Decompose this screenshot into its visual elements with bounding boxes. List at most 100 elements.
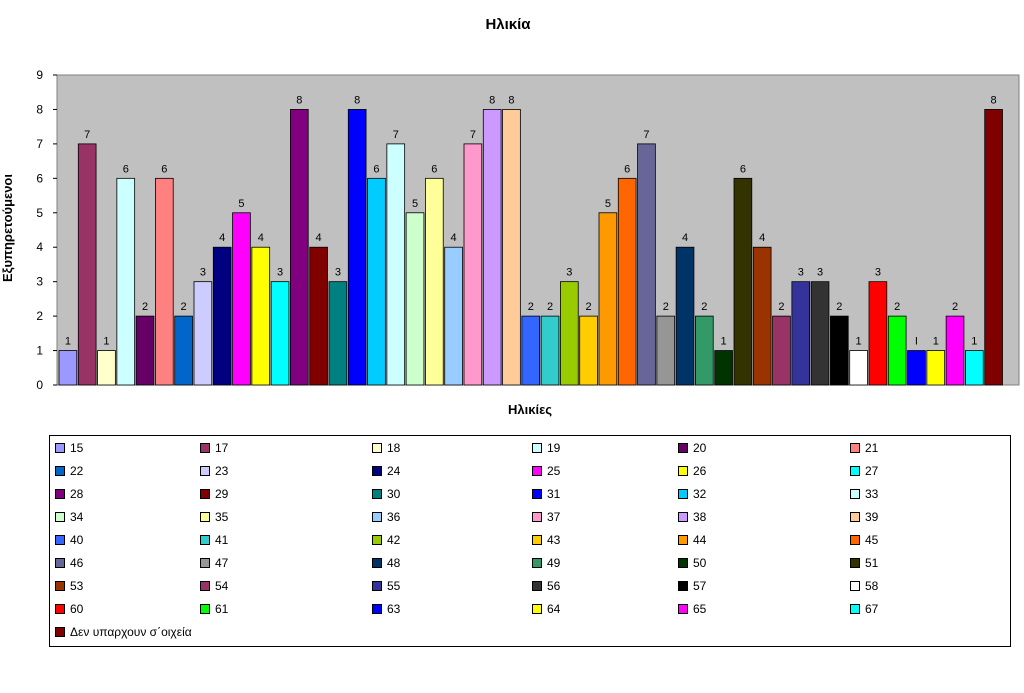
legend-item: 38 (678, 508, 706, 526)
legend-swatch (55, 466, 65, 476)
legend-item: 43 (532, 531, 560, 549)
legend-label: 24 (387, 464, 401, 478)
data-label: 1 (103, 336, 109, 348)
legend-item: 27 (850, 462, 878, 480)
legend-swatch (678, 443, 688, 453)
legend-swatch (532, 512, 542, 522)
legend-item: 29 (200, 485, 228, 503)
legend-item: 54 (200, 577, 228, 595)
data-label: 6 (624, 163, 630, 175)
legend-swatch (850, 443, 860, 453)
legend: 15 17 18 19 20 21 22 23 24 25 26 27 28 29 30 31 32 33 34 35… (49, 435, 1011, 647)
legend-label: 54 (215, 579, 229, 593)
bar (444, 246, 463, 386)
data-label: 4 (759, 232, 765, 244)
legend-swatch (200, 604, 210, 614)
legend-item: 15 (55, 439, 83, 457)
data-label: 2 (181, 301, 187, 313)
legend-item: 48 (372, 554, 400, 572)
bar (502, 109, 521, 386)
legend-swatch (200, 558, 210, 568)
data-label: 3 (817, 267, 823, 279)
legend-label: 32 (693, 487, 707, 501)
bar (232, 212, 251, 386)
legend-swatch (200, 489, 210, 499)
bar (135, 315, 155, 386)
data-label: 4 (682, 232, 688, 244)
bar (945, 315, 965, 386)
legend-label: 17 (215, 441, 229, 455)
data-label: 7 (470, 129, 476, 141)
bar (714, 350, 733, 386)
legend-item: 33 (850, 485, 878, 503)
bar (887, 315, 907, 386)
legend-label: 20 (693, 441, 707, 455)
bar (367, 177, 386, 386)
legend-swatch (372, 558, 382, 568)
legend-item: 63 (372, 600, 400, 618)
legend-label: Δεν υπαρχουν σ΄οιχεία (70, 625, 192, 639)
legend-swatch (372, 489, 382, 499)
bar (965, 350, 984, 386)
data-label: 2 (836, 301, 842, 313)
legend-item: 50 (678, 554, 706, 572)
data-label: 1 (856, 336, 862, 348)
legend-item: 37 (532, 508, 560, 526)
legend-swatch (200, 512, 210, 522)
bar (77, 143, 97, 386)
legend-swatch (850, 489, 860, 499)
legend-swatch (372, 535, 382, 545)
bar (810, 281, 830, 386)
legend-item: 19 (532, 439, 560, 457)
data-label: 3 (566, 267, 572, 279)
bar (155, 177, 174, 386)
data-label: 1 (65, 336, 71, 348)
legend-item: 49 (532, 554, 560, 572)
legend-label: 35 (215, 510, 229, 524)
legend-swatch (200, 466, 210, 476)
legend-label: 61 (215, 602, 229, 616)
legend-swatch (678, 512, 688, 522)
legend-item: 44 (678, 531, 706, 549)
legend-swatch (850, 581, 860, 591)
legend-item: 55 (372, 577, 400, 595)
legend-label: 45 (865, 533, 879, 547)
legend-item: 26 (678, 462, 706, 480)
data-label: 2 (894, 301, 900, 313)
legend-swatch (532, 466, 542, 476)
legend-label: 18 (387, 441, 401, 455)
bar (830, 315, 849, 386)
bar (290, 109, 309, 386)
legend-label: 33 (865, 487, 879, 501)
bar (251, 246, 271, 386)
bar (617, 177, 637, 386)
legend-swatch (372, 581, 382, 591)
legend-label: 60 (70, 602, 84, 616)
legend-label: 51 (865, 556, 879, 570)
data-label: 6 (431, 163, 437, 175)
legend-item: 53 (55, 577, 83, 595)
legend-swatch (850, 535, 860, 545)
data-label: 2 (952, 301, 958, 313)
legend-label: 58 (865, 579, 879, 593)
legend-label: 49 (547, 556, 561, 570)
legend-swatch (678, 466, 688, 476)
legend-label: 25 (547, 464, 561, 478)
y-tick-label: 0 (36, 378, 43, 392)
legend-item: 45 (850, 531, 878, 549)
legend-label: 34 (70, 510, 84, 524)
legend-label: 64 (547, 602, 561, 616)
data-label: I (915, 336, 918, 348)
data-label: 6 (123, 163, 129, 175)
legend-item: 40 (55, 531, 83, 549)
data-label: 3 (798, 267, 804, 279)
bar (849, 350, 868, 386)
data-label: 1 (933, 336, 939, 348)
legend-item: 20 (678, 439, 706, 457)
legend-item: 18 (372, 439, 400, 457)
legend-label: 38 (693, 510, 707, 524)
bar (926, 350, 946, 386)
bar (97, 350, 116, 386)
legend-swatch (532, 443, 542, 453)
bar (984, 109, 1003, 386)
